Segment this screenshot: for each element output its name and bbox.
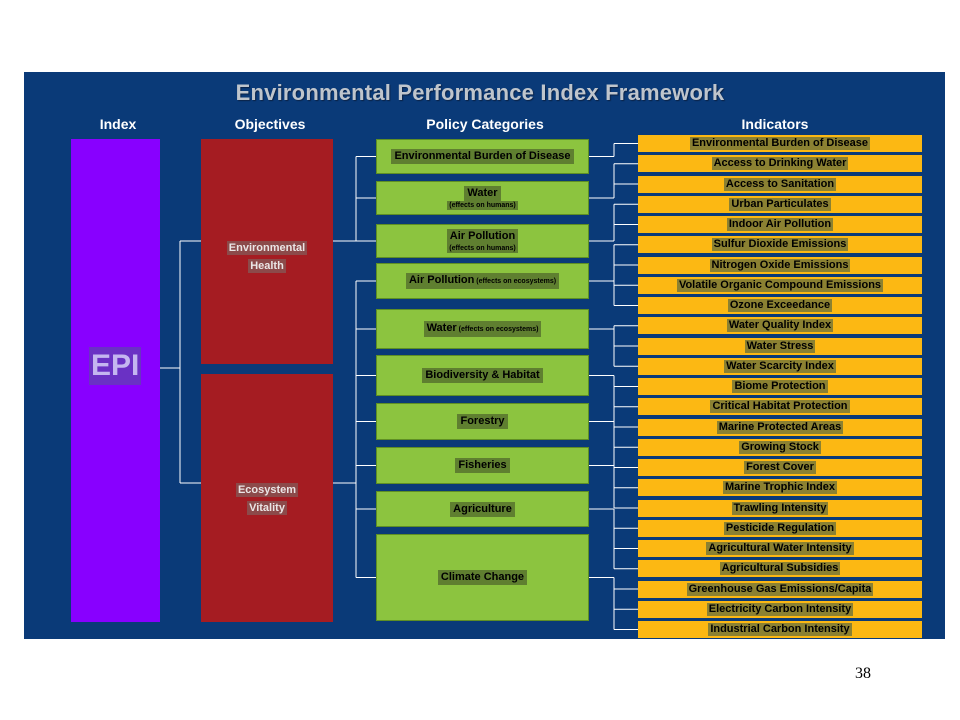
indicator-label: Marine Protected Areas [716, 420, 844, 434]
header-objectives: Objectives [234, 116, 306, 132]
diagram-title: Environmental Performance Index Framewor… [235, 80, 725, 105]
indicator-label: Agricultural Water Intensity [706, 542, 854, 555]
indicator: Volatile Organic Compound Emissions [638, 276, 922, 294]
indicator: Trawling Intensity [638, 499, 922, 517]
policy-category: Fisheries [376, 447, 589, 484]
indicator-label: Water Scarcity Index [724, 359, 836, 373]
indicator: Indoor Air Pollution [638, 216, 922, 233]
indicator: Water Quality Index [638, 317, 922, 335]
policy-category-qualifier: (effects on humans) [447, 201, 518, 210]
policy-category-label: Climate Change [437, 570, 528, 585]
objective-label-line2: Vitality [247, 501, 287, 515]
policy-category: Climate Change [376, 534, 589, 621]
indicator: Environmental Burden of Disease [638, 135, 922, 152]
index-label: EPI [89, 347, 142, 385]
policy-category-label: Environmental Burden of Disease [391, 149, 574, 164]
policy-category: Water (effects on humans) [376, 181, 589, 215]
policy-category-label: Air Pollution [446, 229, 519, 244]
indicator-label: Critical Habitat Protection [710, 400, 850, 414]
policy-category: Air Pollution (effects on humans) [376, 224, 589, 258]
indicator-label: Access to Drinking Water [711, 157, 849, 171]
policy-category: Forestry [376, 403, 589, 440]
policy-category-label: Forestry [457, 414, 508, 429]
policy-category: Environmental Burden of Disease [376, 139, 589, 174]
indicator-label: Growing Stock [739, 440, 821, 454]
indicator-label: Ozone Exceedance [727, 299, 833, 312]
indicator-label: Water Stress [744, 339, 816, 353]
objective-label-line1: Ecosystem [235, 483, 299, 497]
indicator-label: Agricultural Subsidies [719, 562, 841, 576]
objective-label-line1: Environmental [226, 241, 308, 255]
indicator: Sulfur Dioxide Emissions [638, 236, 922, 254]
indicator: Pesticide Regulation [638, 519, 922, 537]
policy-category-qualifier: (effects on humans) [447, 244, 518, 253]
indicator-label: Marine Trophic Index [722, 481, 838, 495]
indicator-label: Indoor Air Pollution [726, 218, 834, 231]
indicator: Access to Sanitation [638, 175, 922, 193]
indicator: Ozone Exceedance [638, 297, 922, 314]
policy-category-label: Fisheries [455, 458, 510, 473]
indicator-label: Forest Cover [744, 461, 816, 474]
indicator: Water Scarcity Index [638, 357, 922, 375]
policy-category-label: Biodiversity & Habitat [422, 368, 543, 383]
indicator-label: Industrial Carbon Intensity [708, 623, 852, 636]
indicator: Marine Protected Areas [638, 418, 922, 436]
indicator-label: Electricity Carbon Intensity [706, 602, 854, 616]
policy-category-label: Air Pollution (effects on ecosystems) [405, 273, 560, 289]
policy-category: Water (effects on ecosystems) [376, 309, 589, 349]
policy-category: Air Pollution (effects on ecosystems) [376, 263, 589, 299]
indicator: Electricity Carbon Intensity [638, 600, 922, 618]
indicator: Urban Particulates [638, 195, 922, 213]
policy-category-label: Agriculture [450, 501, 515, 517]
indicator-label: Urban Particulates [729, 197, 831, 211]
objective-ecosystem-vitality: Ecosystem Vitality [201, 374, 333, 622]
indicator-label: Pesticide Regulation [723, 521, 837, 535]
indicator: Access to Drinking Water [638, 155, 922, 173]
objective-label-line2: Health [248, 259, 286, 273]
indicator-label: Sulfur Dioxide Emissions [711, 238, 849, 252]
page-number: 38 [855, 665, 871, 682]
indicator: Growing Stock [638, 438, 922, 456]
indicator: Agricultural Subsidies [638, 560, 922, 578]
indicator: Nitrogen Oxide Emissions [638, 256, 922, 274]
policy-category: Agriculture [376, 491, 589, 527]
indicator-label: Biome Protection [732, 380, 828, 393]
indicator: Greenhouse Gas Emissions/Capita [638, 580, 922, 598]
objective-environmental-health: Environmental Health [201, 139, 333, 364]
indicator-label: Greenhouse Gas Emissions/Capita [686, 582, 874, 596]
indicator: Biome Protection [638, 378, 922, 395]
header-index: Index [99, 116, 137, 132]
header-indicators: Indicators [741, 116, 809, 132]
indicator: Water Stress [638, 337, 922, 355]
policy-category-label: Water [464, 186, 501, 201]
policy-category-label: Water (effects on ecosystems) [423, 321, 542, 337]
indicator: Forest Cover [638, 459, 922, 476]
indicator-label: Environmental Burden of Disease [689, 137, 871, 150]
indicator: Marine Trophic Index [638, 479, 922, 497]
indicator: Agricultural Water Intensity [638, 540, 922, 557]
policy-category-qualifier: (effects on ecosystems) [474, 278, 557, 285]
indicator-label: Access to Sanitation [723, 177, 837, 191]
indicator-label: Water Quality Index [726, 319, 834, 333]
policy-category: Biodiversity & Habitat [376, 355, 589, 396]
indicator: Industrial Carbon Intensity [638, 621, 922, 638]
indicator-label: Trawling Intensity [731, 501, 829, 515]
header-policy-categories: Policy Categories [426, 116, 544, 132]
policy-category-qualifier: (effects on ecosystems) [456, 326, 539, 333]
indicator-label: Nitrogen Oxide Emissions [709, 258, 851, 272]
indicator: Critical Habitat Protection [638, 398, 922, 416]
indicator-label: Volatile Organic Compound Emissions [676, 278, 884, 292]
